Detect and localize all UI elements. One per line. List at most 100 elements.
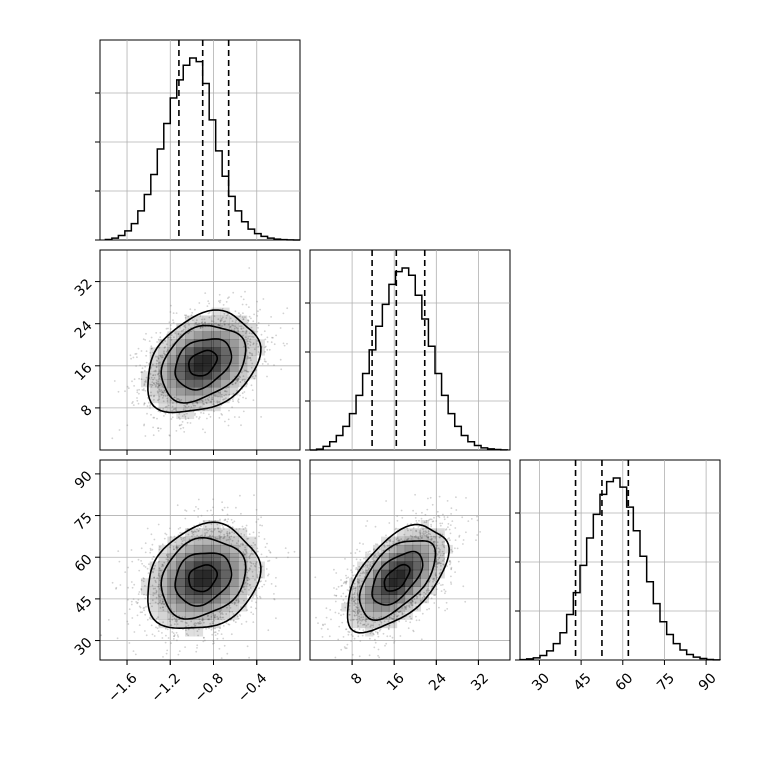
scatter-point [363,623,366,626]
scatter-point [208,536,211,538]
scatter-point [409,534,412,537]
scatter-point [343,601,346,604]
scatter-point [363,623,366,626]
scatter-point [179,532,182,534]
scatter-point [146,405,149,408]
x-tick-label: −0.4 [235,670,270,705]
scatter-point [213,315,216,317]
scatter-point [214,394,216,397]
scatter-point [143,381,146,383]
scatter-point [152,594,155,597]
density-cell [420,569,429,579]
scatter-point [150,347,153,350]
scatter-point [406,538,408,541]
scatter-point [389,635,392,637]
scatter-point [178,650,181,652]
density-cell [381,561,390,571]
scatter-point [455,509,458,511]
scatter-point [212,320,215,323]
scatter-point [448,560,451,562]
scatter-point [158,583,160,586]
scatter-point [396,515,399,517]
scatter-point [426,591,428,593]
scatter-point [176,548,179,551]
scatter-point [153,398,155,401]
scatter-point [124,390,126,393]
scatter-point [158,370,161,373]
scatter-point [216,616,219,618]
scatter-point [143,424,145,427]
scatter-point [363,557,365,560]
y-tick-label: 32 [72,276,96,300]
scatter-point [352,564,355,567]
scatter-point [118,429,121,431]
scatter-point [259,524,261,527]
scatter-point [428,589,430,592]
scatter-point [415,536,417,539]
scatter-point [182,426,185,429]
scatter-point [405,620,407,622]
density-cell [167,355,177,364]
scatter-point [363,565,365,568]
density-cell [176,578,186,587]
scatter-point [408,604,411,606]
scatter-point [412,629,414,632]
scatter-point [204,534,206,537]
scatter-point [213,642,215,644]
scatter-point [440,590,443,592]
scatter-point [361,634,364,637]
scatter-point [421,596,424,599]
scatter-point [242,312,244,315]
scatter-point [160,356,163,359]
scatter-point [369,563,371,566]
scatter-point [140,579,143,582]
density-cell [412,544,421,554]
scatter-point [228,536,231,539]
scatter-point [208,322,211,325]
scatter-point [374,525,377,528]
scatter-point [245,530,248,532]
scatter-point [140,588,143,590]
scatter-point [369,625,372,628]
scatter-point [212,506,215,509]
scatter-point [162,397,164,399]
scatter-point [164,340,167,342]
scatter-point [263,330,266,333]
scatter-point [435,574,438,576]
scatter-point [169,546,172,549]
scatter-point [202,640,205,643]
scatter-point [162,603,165,605]
scatter-point [354,599,357,601]
scatter-point [160,389,163,392]
scatter-point [371,560,374,563]
scatter-point [204,398,207,401]
scatter-point [141,562,144,565]
scatter-point [186,406,188,409]
scatter-point [204,525,207,528]
scatter-point [242,375,245,377]
scatter-point [282,312,285,315]
scatter-point [195,401,197,404]
scatter-point [350,552,352,555]
scatter-point [142,607,145,610]
scatter-point [372,633,375,636]
scatter-point [401,612,404,615]
scatter-point [226,531,229,533]
scatter-point [249,561,252,564]
scatter-point [170,328,172,330]
scatter-point [450,568,453,571]
scatter-point [364,564,367,567]
density-cell [158,339,168,348]
scatter-point [148,563,150,566]
scatter-point [255,594,258,597]
density-cell [238,528,248,537]
scatter-point [194,308,196,311]
scatter-point [419,599,422,602]
scatter-point [257,518,260,521]
scatter-point [155,366,158,369]
scatter-point [158,362,160,364]
scatter-point [195,531,197,533]
scatter-point [226,520,229,523]
scatter-point [228,623,231,626]
scatter-point [161,601,164,603]
